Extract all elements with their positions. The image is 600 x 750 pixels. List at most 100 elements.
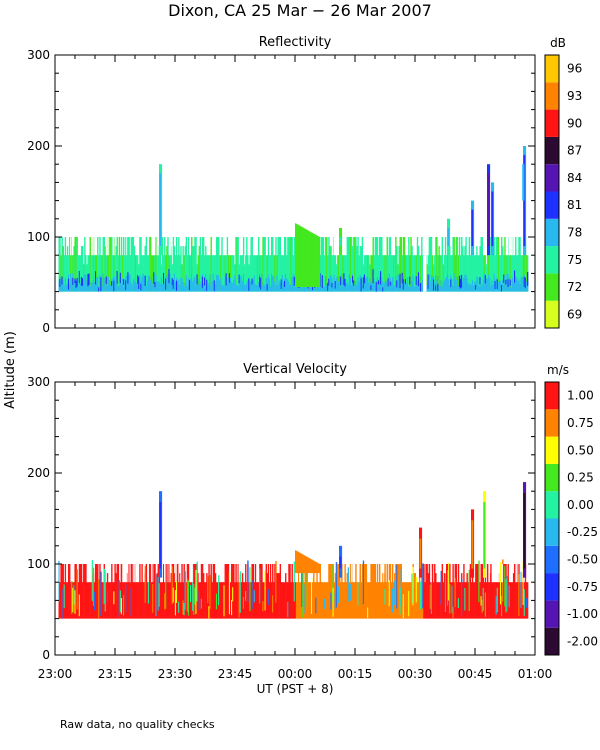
data-cell: [291, 237, 293, 292]
data-cell: [520, 255, 522, 292]
data-cell: [197, 284, 199, 292]
data-cell: [453, 237, 455, 292]
data-cell: [251, 580, 253, 609]
data-cell: [302, 227, 304, 288]
data-cell: [448, 237, 450, 292]
data-cell: [111, 564, 113, 619]
data-cell: [397, 574, 399, 616]
data-cell: [105, 255, 108, 292]
data-cell: [292, 582, 294, 619]
data-cell: [195, 285, 197, 292]
data-cell: [460, 278, 462, 289]
data-cell: [306, 570, 309, 607]
data-cell: [380, 582, 382, 619]
data-cell: [269, 255, 272, 292]
data-cell: [462, 281, 464, 292]
data-cell: [273, 255, 275, 292]
data-cell: [481, 284, 483, 292]
data-cell: [93, 282, 96, 292]
data-cell: [406, 582, 408, 619]
data-cell: [121, 582, 124, 619]
data-cell: [397, 274, 399, 292]
data-cell: [208, 564, 210, 619]
data-cell: [61, 588, 63, 619]
data-cell: [109, 237, 111, 292]
data-cell: [218, 575, 220, 606]
data-cell: [345, 255, 347, 292]
data-cell: [329, 564, 331, 619]
data-cell: [112, 278, 114, 292]
data-cell: [181, 564, 183, 619]
data-cell: [314, 561, 316, 574]
data-cell: [151, 564, 153, 619]
data-cell: [62, 280, 64, 292]
data-cell: [516, 255, 518, 292]
data-cell: [431, 564, 434, 619]
data-cell: [171, 281, 174, 292]
data-cell: [118, 580, 121, 617]
data-cell: [496, 237, 499, 292]
data-cell: [175, 237, 178, 292]
data-cell: [436, 237, 438, 292]
data-cell: [376, 237, 379, 292]
data-cell: [141, 276, 143, 292]
data-cell: [390, 255, 393, 292]
data-cell: [276, 573, 278, 619]
data-cell: [511, 582, 514, 619]
data-cell: [415, 276, 418, 285]
data-cell: [368, 255, 370, 292]
data-cell: [493, 273, 495, 292]
data-cell: [355, 564, 357, 619]
data-cell: [75, 564, 77, 619]
data-cell: [394, 285, 396, 292]
data-cell: [93, 591, 96, 611]
data-cell: [127, 582, 129, 619]
data-cell: [252, 564, 255, 619]
data-cell: [166, 246, 168, 292]
data-cell: [140, 283, 142, 291]
data-cell: [428, 274, 431, 292]
data-cell: [83, 564, 85, 619]
data-cell: [353, 582, 355, 619]
y-tick-label: 0: [42, 321, 50, 335]
data-cell: [309, 582, 312, 619]
data-cell: [289, 284, 291, 292]
data-cell: [317, 563, 320, 574]
data-cell: [371, 564, 373, 619]
data-cell: [368, 282, 370, 292]
colorbar-swatch: [545, 246, 559, 274]
data-cell: [425, 564, 427, 619]
data-cell: [271, 237, 273, 292]
data-cell: [210, 564, 212, 619]
data-cell: [491, 280, 493, 292]
data-cell: [207, 255, 209, 292]
data-cell: [252, 279, 255, 292]
data-cell: [340, 582, 342, 619]
data-cell: [381, 237, 383, 292]
data-cell: [239, 571, 242, 613]
data-cell: [323, 598, 326, 609]
data-cell: [307, 557, 310, 574]
data-cell: [168, 283, 170, 292]
data-cell: [374, 284, 377, 292]
data-cell: [103, 568, 105, 604]
data-cell: [445, 276, 448, 292]
data-cell: [90, 255, 93, 292]
data-cell: [123, 237, 125, 292]
data-cell: [268, 255, 271, 292]
data-cell: [291, 564, 293, 619]
data-cell: [118, 285, 121, 292]
data-cell: [503, 274, 505, 283]
data-cell: [232, 255, 234, 292]
data-cell: [77, 286, 80, 292]
data-cell: [403, 582, 406, 619]
data-cell: [356, 582, 358, 619]
data-cell: [248, 264, 250, 292]
data-cell: [133, 564, 136, 619]
data-cell: [166, 276, 168, 292]
data-cell: [180, 564, 182, 583]
data-cell: [256, 255, 259, 292]
data-cell: [192, 281, 194, 292]
data-cell: [354, 237, 356, 292]
data-cell: [178, 582, 180, 619]
